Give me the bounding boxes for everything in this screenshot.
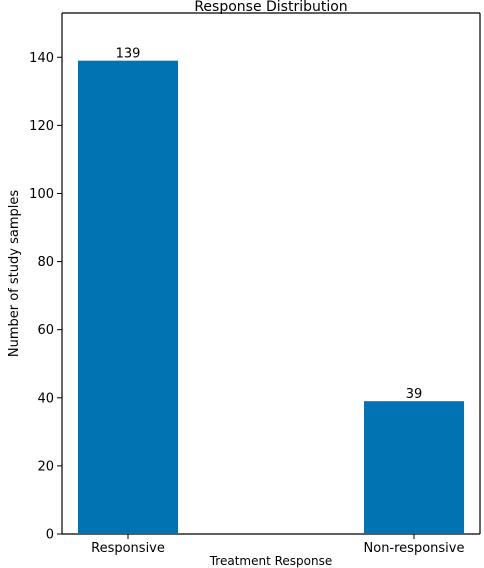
y-axis-ticks: 0 20 40 60 80 100 120 140 [29,51,62,543]
bar-value-label: 139 [116,47,141,62]
bar-value-label: 39 [406,387,423,402]
chart-title: Response Distribution [194,0,347,15]
x-axis-label: Treatment Response [209,554,333,568]
x-tick-label: Responsive [91,541,165,556]
bars [78,60,464,534]
bar-value-labels: 139 39 [116,47,423,403]
bar [78,60,178,534]
y-tick-label: 80 [37,255,54,270]
x-axis-ticks: Responsive Non-responsive [91,534,464,556]
y-axis-label: Number of study samples [7,190,22,357]
y-tick-label: 0 [46,528,54,543]
bar [364,401,464,534]
y-tick-label: 120 [29,119,54,134]
x-tick-label: Non-responsive [364,541,465,556]
y-tick-label: 140 [29,51,54,66]
plot-area [61,12,481,535]
y-tick-label: 60 [37,323,54,338]
y-tick-label: 100 [29,187,54,202]
y-tick-label: 40 [37,391,54,406]
y-tick-label: 20 [37,459,54,474]
